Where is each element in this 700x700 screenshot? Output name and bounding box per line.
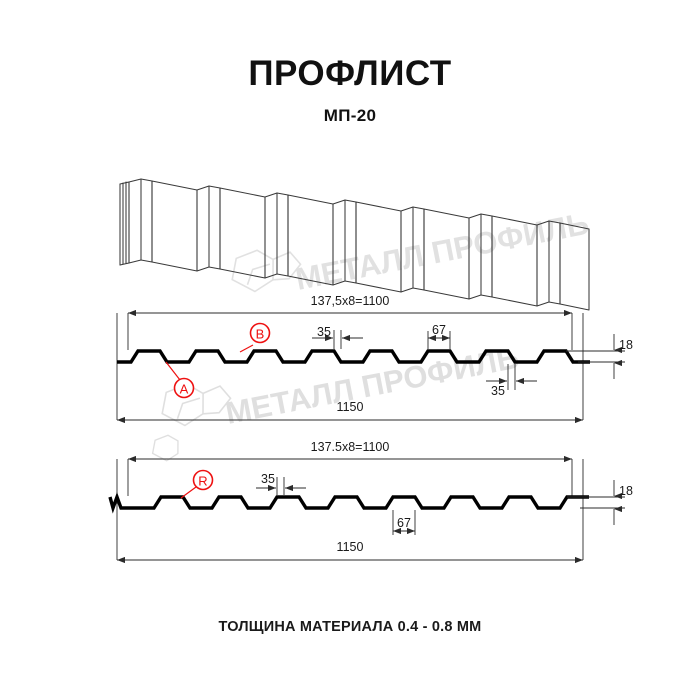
dimension-pitch-bottom bbox=[127, 455, 573, 496]
marker-B bbox=[239, 322, 271, 353]
title-block: ПРОФЛИСТ МП-20 bbox=[0, 56, 700, 126]
profile-waveform-bottom bbox=[108, 492, 589, 514]
profile-view-bottom bbox=[108, 455, 625, 564]
dim-label-width-top: 1150 bbox=[336, 400, 364, 414]
watermark-text: МЕТАЛЛ ПРОФИЛЬ bbox=[223, 340, 522, 431]
marker-label-R: R bbox=[198, 473, 208, 489]
marker-R bbox=[180, 469, 214, 499]
dimension-35-lower-top bbox=[486, 364, 537, 390]
dimension-35-bottom bbox=[256, 477, 306, 495]
thickness-note: ТОЛЩИНА МАТЕРИАЛА 0.4 - 0.8 ММ bbox=[218, 619, 482, 635]
dim-label-67-top: 67 bbox=[432, 323, 446, 337]
dimension-67-bottom bbox=[392, 510, 416, 535]
marker-A bbox=[165, 361, 195, 399]
profile-waveform-top bbox=[117, 349, 590, 364]
page-title: ПРОФЛИСТ bbox=[248, 54, 452, 93]
dim-label-height-bottom: 18 bbox=[619, 484, 633, 498]
dim-label-35-bottom: 35 bbox=[261, 472, 275, 486]
watermark-logo-mid: МЕТАЛЛ ПРОФИЛЬ bbox=[161, 340, 522, 431]
marker-label-A: A bbox=[179, 381, 189, 397]
dim-label-67-bottom: 67 bbox=[397, 516, 411, 530]
marker-label-B: B bbox=[255, 326, 265, 342]
model-subtitle: МП-20 bbox=[323, 106, 377, 125]
extension-lines-1150-top bbox=[116, 313, 584, 420]
dim-label-pitch-top: 137,5x8=1100 bbox=[310, 294, 390, 308]
dim-label-height-top: 18 bbox=[619, 338, 633, 352]
dimension-height-top bbox=[566, 334, 625, 379]
dimension-pitch-top bbox=[127, 309, 573, 350]
dimension-67-top bbox=[427, 331, 451, 349]
dimension-height-bottom bbox=[567, 480, 625, 525]
extension-lines-1150-bottom bbox=[116, 459, 584, 560]
profile-view-top bbox=[116, 309, 625, 424]
dim-label-pitch-bottom: 137.5x8=1100 bbox=[310, 440, 390, 454]
footer-block: ТОЛЩИНА МАТЕРИАЛА 0.4 - 0.8 ММ bbox=[0, 619, 700, 635]
dim-label-35-lower-top: 35 bbox=[491, 384, 505, 398]
dim-label-35-top: 35 bbox=[317, 325, 331, 339]
isometric-view bbox=[119, 178, 590, 311]
dimension-35-top bbox=[312, 330, 363, 349]
dim-label-width-bottom: 1150 bbox=[336, 540, 364, 554]
